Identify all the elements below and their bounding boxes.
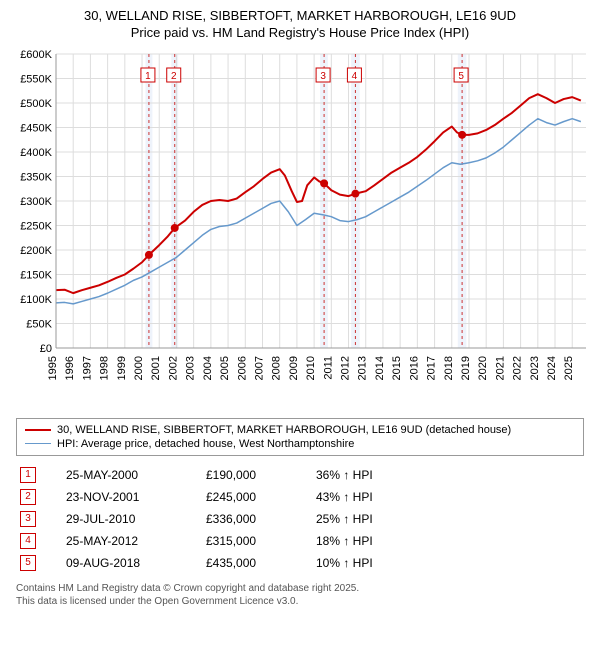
svg-text:2018: 2018 — [443, 356, 455, 380]
legend-swatch — [25, 429, 51, 431]
footer-attribution: Contains HM Land Registry data © Crown c… — [16, 582, 584, 608]
legend-label: 30, WELLAND RISE, SIBBERTOFT, MARKET HAR… — [57, 424, 511, 436]
svg-text:3: 3 — [320, 71, 326, 82]
svg-text:2013: 2013 — [357, 356, 369, 380]
legend-item: HPI: Average price, detached house, West… — [25, 437, 575, 451]
svg-text:2000: 2000 — [133, 356, 145, 380]
svg-text:2025: 2025 — [563, 356, 575, 380]
svg-text:1998: 1998 — [99, 356, 111, 380]
svg-text:1: 1 — [145, 71, 151, 82]
chart-container: 30, WELLAND RISE, SIBBERTOFT, MARKET HAR… — [0, 0, 600, 618]
row-price: £435,000 — [206, 556, 316, 570]
title-line-2: Price paid vs. HM Land Registry's House … — [131, 25, 469, 40]
row-pct: 36% ↑ HPI — [316, 468, 584, 482]
svg-text:2002: 2002 — [167, 356, 179, 380]
svg-text:2022: 2022 — [512, 356, 524, 380]
svg-text:1995: 1995 — [47, 356, 59, 380]
svg-text:2021: 2021 — [494, 356, 506, 380]
svg-text:2020: 2020 — [477, 356, 489, 380]
svg-text:2015: 2015 — [391, 356, 403, 380]
row-price: £315,000 — [206, 534, 316, 548]
svg-text:2006: 2006 — [236, 356, 248, 380]
row-date: 23-NOV-2001 — [66, 490, 206, 504]
row-pct: 43% ↑ HPI — [316, 490, 584, 504]
table-row: 2 23-NOV-2001£245,00043% ↑ HPI — [16, 486, 584, 508]
svg-text:1996: 1996 — [64, 356, 76, 380]
chart-title: 30, WELLAND RISE, SIBBERTOFT, MARKET HAR… — [8, 8, 592, 42]
svg-text:2014: 2014 — [374, 356, 386, 380]
svg-text:4: 4 — [352, 71, 358, 82]
title-line-1: 30, WELLAND RISE, SIBBERTOFT, MARKET HAR… — [84, 8, 516, 23]
table-row: 1 25-MAY-2000£190,00036% ↑ HPI — [16, 464, 584, 486]
svg-text:2024: 2024 — [546, 356, 558, 380]
row-date: 29-JUL-2010 — [66, 512, 206, 526]
svg-text:2007: 2007 — [253, 356, 265, 380]
sales-table: 1 25-MAY-2000£190,00036% ↑ HPI 2 23-NOV-200… — [16, 464, 584, 574]
svg-text:£300K: £300K — [20, 196, 52, 208]
svg-text:£550K: £550K — [20, 73, 52, 85]
svg-text:£400K: £400K — [20, 147, 52, 159]
svg-text:2004: 2004 — [202, 356, 214, 380]
row-price: £245,000 — [206, 490, 316, 504]
row-date: 25-MAY-2000 — [66, 468, 206, 482]
svg-text:5: 5 — [458, 71, 464, 82]
svg-text:2001: 2001 — [150, 356, 162, 380]
svg-text:£500K: £500K — [20, 98, 52, 110]
svg-text:1999: 1999 — [116, 356, 128, 380]
svg-text:2010: 2010 — [305, 356, 317, 380]
svg-text:2012: 2012 — [340, 356, 352, 380]
svg-text:£600K: £600K — [20, 49, 52, 61]
table-row: 5 09-AUG-2018£435,00010% ↑ HPI — [16, 552, 584, 574]
svg-text:2008: 2008 — [271, 356, 283, 380]
chart-svg: £0 £50K £100K £150K £200K £250K £300K £350K £400… — [8, 48, 592, 408]
svg-text:2011: 2011 — [322, 356, 334, 380]
legend-label: HPI: Average price, detached house, West… — [57, 438, 354, 450]
svg-text:£200K: £200K — [20, 245, 52, 257]
row-pct: 25% ↑ HPI — [316, 512, 584, 526]
table-row: 3 29-JUL-2010£336,00025% ↑ HPI — [16, 508, 584, 530]
svg-text:2005: 2005 — [219, 356, 231, 380]
svg-text:2003: 2003 — [185, 356, 197, 380]
svg-text:£350K: £350K — [20, 171, 52, 183]
row-marker: 4 — [20, 533, 36, 549]
svg-text:2009: 2009 — [288, 356, 300, 380]
svg-text:£100K: £100K — [20, 294, 52, 306]
row-price: £336,000 — [206, 512, 316, 526]
line-chart: £0 £50K £100K £150K £200K £250K £300K £350K £400… — [8, 48, 592, 408]
svg-text:£450K: £450K — [20, 122, 52, 134]
table-row: 4 25-MAY-2012£315,00018% ↑ HPI — [16, 530, 584, 552]
svg-text:2017: 2017 — [426, 356, 438, 380]
svg-text:2023: 2023 — [529, 356, 541, 380]
row-marker: 1 — [20, 467, 36, 483]
footer-line-2: This data is licensed under the Open Gov… — [16, 596, 298, 607]
legend-swatch — [25, 443, 51, 444]
row-marker: 5 — [20, 555, 36, 571]
row-price: £190,000 — [206, 468, 316, 482]
row-date: 25-MAY-2012 — [66, 534, 206, 548]
row-pct: 18% ↑ HPI — [316, 534, 584, 548]
footer-line-1: Contains HM Land Registry data © Crown c… — [16, 583, 359, 594]
svg-text:£50K: £50K — [26, 318, 52, 330]
legend: 30, WELLAND RISE, SIBBERTOFT, MARKET HAR… — [16, 418, 584, 456]
row-marker: 3 — [20, 511, 36, 527]
svg-text:£0: £0 — [40, 343, 52, 355]
row-pct: 10% ↑ HPI — [316, 556, 584, 570]
legend-item: 30, WELLAND RISE, SIBBERTOFT, MARKET HAR… — [25, 423, 575, 437]
row-marker: 2 — [20, 489, 36, 505]
svg-text:2: 2 — [171, 71, 177, 82]
svg-text:£250K: £250K — [20, 220, 52, 232]
svg-text:2016: 2016 — [408, 356, 420, 380]
svg-text:£150K: £150K — [20, 269, 52, 281]
row-date: 09-AUG-2018 — [66, 556, 206, 570]
svg-text:1997: 1997 — [81, 356, 93, 380]
svg-text:2019: 2019 — [460, 356, 472, 380]
